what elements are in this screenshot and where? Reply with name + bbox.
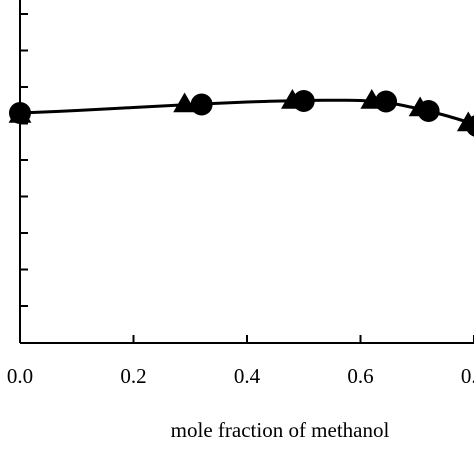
plot-frame xyxy=(19,0,474,344)
data-markers xyxy=(8,89,474,137)
circle-marker xyxy=(375,90,398,113)
circle-marker xyxy=(190,93,213,116)
x-tick-label: 0.8 xyxy=(461,364,474,388)
x-tick-label: 0.0 xyxy=(7,364,33,388)
x-axis-title: mole fraction of methanol xyxy=(171,418,390,442)
circle-marker xyxy=(292,90,315,112)
x-ticks xyxy=(19,335,474,343)
circle-marker xyxy=(9,102,31,124)
fit-curve xyxy=(19,98,474,126)
triangle-marker xyxy=(173,92,196,113)
x-tick-labels: 0.0 0.2 0.4 0.6 0.8 xyxy=(7,364,474,388)
x-tick-label: 0.2 xyxy=(120,364,146,388)
circle-marker xyxy=(465,115,474,137)
x-tick-label: 0.4 xyxy=(234,364,261,388)
x-tick-label: 0.6 xyxy=(347,364,373,388)
circle-marker xyxy=(417,100,440,122)
y-ticks xyxy=(20,13,28,307)
